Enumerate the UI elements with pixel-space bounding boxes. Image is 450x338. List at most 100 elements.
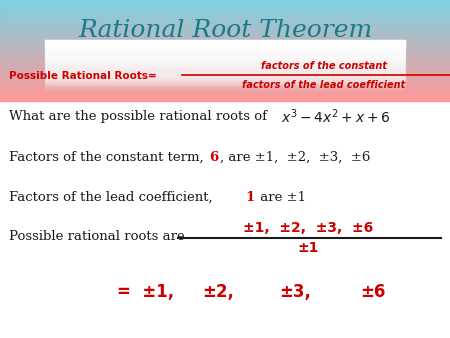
Bar: [0, 68, 450, 69]
Bar: [45, 64, 405, 65]
Bar: [0, 99, 450, 100]
Bar: [0, 48, 450, 49]
Bar: [45, 43, 405, 44]
Bar: [0, 98, 450, 99]
Bar: [45, 75, 405, 76]
Bar: [0, 53, 450, 54]
Bar: [45, 72, 405, 73]
Bar: [45, 48, 405, 49]
Bar: [0, 12, 450, 13]
Bar: [0, 15, 450, 16]
Text: =  ±1,: = ±1,: [117, 283, 174, 301]
Bar: [45, 68, 405, 69]
Bar: [45, 66, 405, 67]
Bar: [0, 19, 450, 20]
Bar: [0, 66, 450, 67]
Bar: [0, 100, 450, 101]
Bar: [45, 74, 405, 75]
Bar: [0, 52, 450, 53]
Bar: [45, 87, 405, 88]
Bar: [45, 51, 405, 52]
Bar: [0, 81, 450, 82]
Bar: [45, 43, 405, 44]
Bar: [45, 77, 405, 78]
Bar: [0, 75, 450, 76]
Bar: [45, 71, 405, 72]
Bar: [45, 69, 405, 70]
Bar: [0, 21, 450, 22]
Bar: [45, 47, 405, 48]
Bar: [45, 70, 405, 71]
Bar: [0, 9, 450, 10]
Bar: [45, 59, 405, 60]
Bar: [0, 13, 450, 14]
Bar: [0, 80, 450, 81]
Text: 6: 6: [209, 151, 219, 164]
Bar: [45, 52, 405, 53]
Bar: [0, 40, 450, 41]
Bar: [0, 4, 450, 5]
Bar: [0, 74, 450, 75]
Bar: [0, 25, 450, 26]
Bar: [45, 70, 405, 71]
Text: What are the possible rational roots of: What are the possible rational roots of: [9, 110, 271, 123]
Bar: [45, 56, 405, 57]
Text: ±3,: ±3,: [279, 283, 311, 301]
Bar: [45, 65, 405, 66]
Bar: [0, 77, 450, 78]
Bar: [0, 92, 450, 93]
Bar: [0, 77, 450, 78]
Text: Factors of the lead coefficient,: Factors of the lead coefficient,: [9, 191, 217, 204]
Text: ±6: ±6: [360, 283, 385, 301]
Bar: [0, 6, 450, 7]
Bar: [0, 91, 450, 92]
Bar: [0, 87, 450, 88]
Bar: [0, 96, 450, 97]
Bar: [45, 73, 405, 74]
Bar: [0, 30, 450, 31]
Bar: [45, 84, 405, 85]
Bar: [0, 16, 450, 17]
Bar: [0, 85, 450, 86]
Bar: [0, 61, 450, 62]
Bar: [45, 77, 405, 78]
Bar: [0, 69, 450, 70]
Bar: [0, 71, 450, 72]
Bar: [45, 42, 405, 43]
Bar: [0, 72, 450, 73]
Bar: [0, 60, 450, 61]
Bar: [45, 69, 405, 70]
Bar: [0, 88, 450, 89]
Bar: [45, 63, 405, 64]
Bar: [45, 50, 405, 51]
Bar: [45, 53, 405, 54]
Bar: [45, 58, 405, 59]
Bar: [45, 89, 405, 90]
Bar: [0, 93, 450, 94]
Bar: [0, 55, 450, 56]
Bar: [45, 57, 405, 58]
Bar: [45, 60, 405, 61]
Bar: [45, 86, 405, 87]
Bar: [0, 11, 450, 12]
Bar: [0, 46, 450, 47]
Bar: [0, 24, 450, 25]
Text: , are ±1,  ±2,  ±3,  ±6: , are ±1, ±2, ±3, ±6: [220, 151, 371, 164]
Bar: [0, 10, 450, 11]
Text: Possible rational roots are: Possible rational roots are: [9, 230, 185, 243]
Bar: [0, 51, 450, 52]
Bar: [45, 45, 405, 46]
Bar: [0, 58, 450, 59]
Bar: [45, 48, 405, 49]
Bar: [0, 59, 450, 60]
Bar: [0, 38, 450, 39]
Bar: [0, 70, 450, 71]
Bar: [45, 49, 405, 50]
Bar: [45, 53, 405, 54]
Bar: [45, 74, 405, 75]
Bar: [0, 50, 450, 51]
Bar: [45, 47, 405, 48]
Bar: [45, 67, 405, 68]
Bar: [45, 67, 405, 68]
Bar: [0, 34, 450, 35]
